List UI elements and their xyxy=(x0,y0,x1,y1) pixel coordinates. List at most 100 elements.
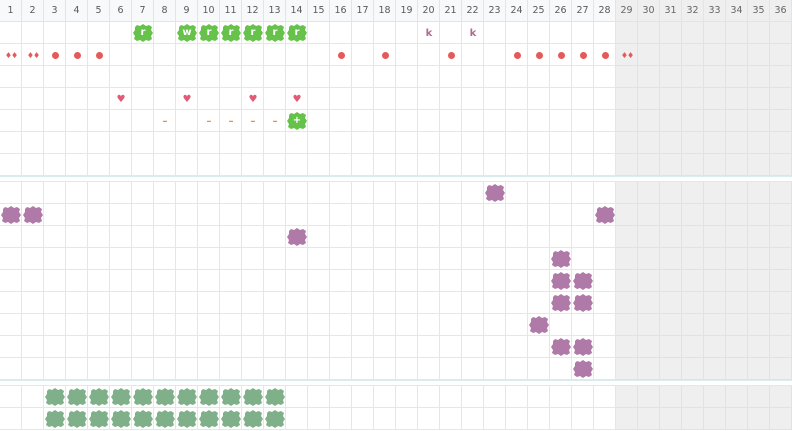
top-track-cell[interactable] xyxy=(572,22,594,44)
middle-track-cell[interactable] xyxy=(330,226,352,248)
top-track-cell[interactable] xyxy=(66,132,88,154)
middle-track-cell[interactable] xyxy=(594,358,616,380)
middle-track-cell[interactable] xyxy=(572,248,594,270)
middle-track-cell[interactable] xyxy=(154,314,176,336)
top-track-cell[interactable] xyxy=(704,110,726,132)
middle-track-cell[interactable] xyxy=(44,292,66,314)
middle-track-cell[interactable] xyxy=(286,182,308,204)
middle-track-cell[interactable] xyxy=(374,270,396,292)
dot-mark[interactable] xyxy=(330,44,352,66)
middle-track-cell[interactable] xyxy=(286,204,308,226)
top-track-cell[interactable] xyxy=(616,154,638,176)
sage-entry-icon[interactable] xyxy=(155,410,175,428)
top-track-cell[interactable] xyxy=(682,88,704,110)
bottom-track-cell[interactable] xyxy=(418,408,440,430)
middle-track-cell[interactable] xyxy=(770,292,792,314)
middle-track-cell[interactable] xyxy=(462,336,484,358)
top-track-cell[interactable] xyxy=(550,88,572,110)
top-track-cell[interactable] xyxy=(418,44,440,66)
top-track-cell[interactable] xyxy=(462,44,484,66)
middle-track-cell[interactable] xyxy=(594,314,616,336)
middle-track-cell[interactable] xyxy=(660,226,682,248)
top-track-cell[interactable] xyxy=(110,110,132,132)
middle-track-cell[interactable] xyxy=(88,270,110,292)
middle-track-cell[interactable] xyxy=(176,292,198,314)
top-track-cell[interactable] xyxy=(638,66,660,88)
top-track-cell[interactable] xyxy=(638,22,660,44)
middle-track-cell[interactable] xyxy=(352,182,374,204)
top-track-cell[interactable] xyxy=(770,22,792,44)
middle-track-cell[interactable] xyxy=(330,292,352,314)
sage-entry-icon[interactable] xyxy=(45,388,65,406)
bottom-track-cell[interactable] xyxy=(396,408,418,430)
middle-track-cell[interactable] xyxy=(462,358,484,380)
top-track-cell[interactable] xyxy=(616,88,638,110)
top-track-cell[interactable] xyxy=(572,88,594,110)
top-track-cell[interactable] xyxy=(396,66,418,88)
sage-entry-icon[interactable] xyxy=(67,410,87,428)
top-track-cell[interactable] xyxy=(462,132,484,154)
top-track-cell[interactable] xyxy=(506,132,528,154)
top-track-cell[interactable] xyxy=(550,66,572,88)
middle-track-cell[interactable] xyxy=(550,182,572,204)
top-track-cell[interactable] xyxy=(308,132,330,154)
middle-track-cell[interactable] xyxy=(352,204,374,226)
top-track-cell[interactable] xyxy=(704,154,726,176)
top-track-cell[interactable] xyxy=(528,132,550,154)
top-track-cell[interactable] xyxy=(44,132,66,154)
middle-track-cell[interactable] xyxy=(308,248,330,270)
purple-entry-icon[interactable] xyxy=(551,294,571,312)
middle-track-cell[interactable] xyxy=(198,358,220,380)
top-track-cell[interactable] xyxy=(616,132,638,154)
top-track-cell[interactable] xyxy=(748,44,770,66)
bottom-track-cell[interactable] xyxy=(726,386,748,408)
top-track-cell[interactable] xyxy=(770,44,792,66)
middle-track-cell[interactable] xyxy=(176,226,198,248)
middle-track-cell[interactable] xyxy=(616,182,638,204)
top-track-cell[interactable] xyxy=(528,110,550,132)
middle-track-cell[interactable] xyxy=(748,292,770,314)
middle-track-cell[interactable] xyxy=(308,182,330,204)
middle-track-cell[interactable] xyxy=(88,314,110,336)
top-track-cell[interactable] xyxy=(440,154,462,176)
middle-track-cell[interactable] xyxy=(528,292,550,314)
middle-track-cell[interactable] xyxy=(726,314,748,336)
top-track-cell[interactable] xyxy=(110,88,132,110)
top-track-cell[interactable] xyxy=(286,154,308,176)
middle-track-cell[interactable] xyxy=(726,248,748,270)
entry-r-icon[interactable]: r xyxy=(265,24,285,42)
middle-track-cell[interactable] xyxy=(704,248,726,270)
middle-track-cell[interactable] xyxy=(660,204,682,226)
top-track-cell[interactable] xyxy=(66,88,88,110)
top-track-cell[interactable] xyxy=(176,154,198,176)
middle-track-cell[interactable] xyxy=(770,204,792,226)
middle-track-cell[interactable] xyxy=(308,204,330,226)
middle-track-cell[interactable] xyxy=(440,226,462,248)
middle-track-cell[interactable] xyxy=(374,358,396,380)
middle-track-cell[interactable] xyxy=(528,336,550,358)
middle-track-cell[interactable] xyxy=(770,270,792,292)
top-track-cell[interactable] xyxy=(264,88,286,110)
top-track-cell[interactable] xyxy=(770,110,792,132)
purple-entry-icon[interactable] xyxy=(595,206,615,224)
middle-track-cell[interactable] xyxy=(286,314,308,336)
middle-track-cell[interactable] xyxy=(286,358,308,380)
top-track-cell[interactable] xyxy=(44,88,66,110)
bottom-track-cell[interactable] xyxy=(352,408,374,430)
top-track-cell[interactable] xyxy=(132,44,154,66)
middle-track-cell[interactable] xyxy=(132,358,154,380)
middle-track-cell[interactable] xyxy=(748,182,770,204)
middle-track-cell[interactable] xyxy=(638,270,660,292)
middle-track-cell[interactable] xyxy=(748,270,770,292)
middle-track-cell[interactable] xyxy=(198,314,220,336)
bottom-track-cell[interactable] xyxy=(748,386,770,408)
top-track-cell[interactable] xyxy=(132,132,154,154)
middle-track-cell[interactable] xyxy=(506,270,528,292)
sage-entry-icon[interactable] xyxy=(89,388,109,406)
middle-track-cell[interactable] xyxy=(462,314,484,336)
middle-track-cell[interactable] xyxy=(22,314,44,336)
middle-track-cell[interactable] xyxy=(154,204,176,226)
top-track-cell[interactable] xyxy=(594,132,616,154)
top-track-cell[interactable] xyxy=(220,66,242,88)
middle-track-cell[interactable] xyxy=(242,292,264,314)
